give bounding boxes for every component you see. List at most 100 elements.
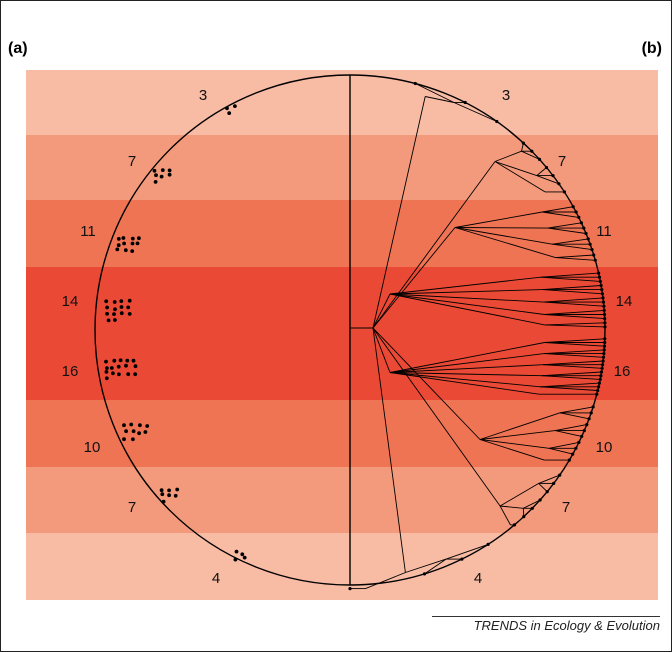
tree-branch [555,254,594,259]
species-dot [124,429,128,434]
species-dot [131,429,136,434]
species-dot [153,180,158,184]
species-dot [115,247,120,252]
species-dot [106,318,111,323]
tree-branch [479,430,556,440]
species-dot [127,312,132,316]
species-dot [167,172,172,177]
tree-tip-dot [601,296,605,300]
tree-branch [453,102,497,122]
tree-branch [552,243,593,251]
species-dot [127,298,132,303]
tree-branch [479,439,545,461]
tree-branch [544,338,605,343]
left-band-count: 7 [128,153,136,170]
band-count-labels: 3 3 7 7 11 11 14 14 16 16 10 10 7 7 4 4 [62,87,633,587]
tree-branch [548,447,573,455]
tree-branch [538,483,548,493]
tree-tip-dot [413,81,417,86]
tree-branch [544,324,606,328]
tree-branch [543,364,603,369]
right-band-count: 7 [558,153,566,170]
species-dot [105,366,109,370]
tree-branch [479,439,550,449]
tree-branch [389,293,545,315]
species-dot [125,358,130,363]
tree-tip-dot [538,498,542,502]
tree-tip-dot [495,119,499,124]
species-dot [167,168,172,173]
tree-tip-dot [595,392,599,396]
tree-branch [521,150,540,160]
species-dot [105,305,109,310]
tree-branch [372,96,426,329]
species-dot [104,376,109,381]
tree-tip-dot [530,506,534,510]
tree-branch [549,441,579,449]
tree-tip-dot [571,452,575,456]
species-dot [119,305,124,309]
tree-tip-dot [544,165,549,170]
tree-branch [540,386,598,391]
species-dot [131,358,136,363]
tree-tip-dot [537,157,542,161]
species-dot [154,173,158,178]
species-dot [109,366,114,370]
tree-branch [389,372,539,395]
species-dot [112,312,116,316]
tree-branch [559,406,594,414]
tree-tip-dot [558,473,562,477]
tree-branch [538,474,560,484]
latitude-band [26,333,658,400]
species-dot [113,318,117,322]
tree-tip-dot [597,275,602,279]
tree-branch [544,322,605,326]
tree-branch [544,309,605,315]
tree-tip-dot [601,355,606,359]
tree-branch [552,238,589,245]
left-band-count: 10 [84,439,101,456]
tree-tip-dot [599,283,603,288]
tree-tip-dot [589,411,593,415]
right-band-count: 16 [614,363,631,380]
right-band-count: 4 [474,570,482,587]
species-dot [116,237,121,241]
tree-branch [372,327,501,507]
species-dot [133,372,138,377]
tree-branch [499,483,539,507]
tree-branch [543,349,605,355]
species-dot [124,363,128,368]
tree-tip-dot [422,572,427,576]
tree-tip-dot [580,434,584,438]
species-dot [145,424,150,428]
species-dot [173,493,178,498]
species-dot [242,555,247,560]
tree-branch [543,360,604,366]
phylogeny-tree [348,81,607,591]
tree-tip-dot [521,141,526,145]
tree-tip-dot [584,231,588,236]
tree-branch [389,372,541,388]
tree-branch [559,412,590,420]
tree-tip-dot [597,381,602,385]
tree-tip-dot [577,440,581,444]
tree-branch [454,211,543,228]
species-dot [129,422,134,427]
tree-branch [389,289,543,295]
species-dot [126,372,131,377]
species-dot [126,305,131,310]
tree-branch [389,353,545,373]
tree-tip-dot [557,182,561,186]
tree-branch [542,289,603,295]
species-dot [159,174,164,179]
tree-branch [389,364,544,373]
species-dot [152,168,157,173]
tree-branch [365,572,406,590]
tree-tip-dot [522,515,526,519]
tree-tip-dot [574,210,578,214]
tree-tip-dot [599,370,604,374]
species-dot [130,241,135,246]
species-dot [167,493,172,498]
species-dot [113,307,117,312]
species-dots [104,104,247,562]
